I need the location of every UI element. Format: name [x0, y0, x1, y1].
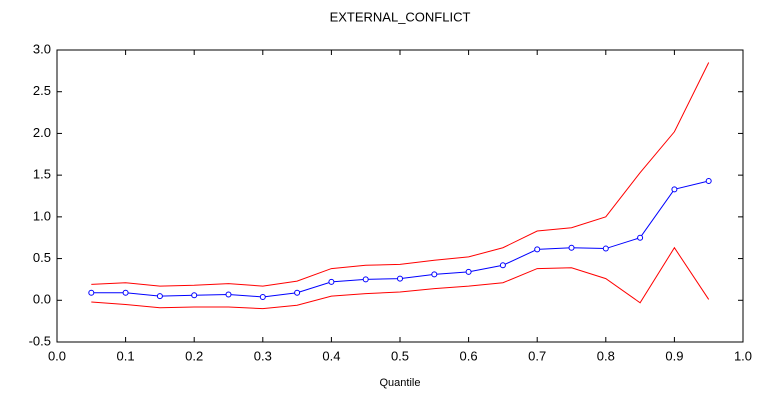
point-marker: [637, 234, 644, 241]
point-marker: [362, 276, 369, 283]
chart-title: EXTERNAL_CONFLICT: [330, 9, 471, 24]
point-marker: [397, 275, 403, 282]
series-line: [91, 62, 710, 287]
x-tick-label: 0.8: [597, 348, 615, 363]
y-tick-label: 0.0: [33, 292, 51, 307]
x-tick-label: 1.0: [734, 348, 752, 363]
point-marker: [465, 268, 472, 275]
x-tick-label: 0.6: [460, 348, 478, 363]
point-marker: [568, 244, 575, 251]
y-tick-label: 1.0: [33, 208, 51, 223]
point-marker: [225, 291, 232, 298]
x-tick-label: 0.2: [185, 348, 203, 363]
x-tick-label: 0.1: [117, 348, 135, 363]
point-marker: [431, 271, 438, 278]
point-marker: [191, 292, 198, 299]
point-marker: [671, 186, 678, 193]
point-marker: [534, 246, 541, 253]
point-marker: [259, 293, 266, 300]
series-line: [91, 246, 710, 310]
point-marker: [294, 289, 301, 296]
y-tick-label: 3.0: [33, 41, 51, 56]
point-marker: [328, 278, 335, 285]
x-tick-label: 0.5: [391, 348, 409, 363]
point-marker: [602, 245, 609, 252]
point-marker: [88, 289, 95, 296]
point-marker: [705, 177, 712, 184]
x-tick-label: 0.0: [48, 348, 66, 363]
x-tick-label: 0.9: [665, 348, 683, 363]
y-tick-label: 0.5: [33, 250, 51, 265]
point-marker: [156, 293, 163, 300]
point-marker: [499, 262, 506, 269]
x-axis-label: Quantile: [380, 377, 421, 389]
y-tick-label: 2.0: [33, 125, 51, 140]
y-tick-label: 1.5: [33, 167, 51, 182]
x-tick-label: 0.4: [322, 348, 340, 363]
point-marker: [122, 289, 129, 296]
x-tick-label: 0.7: [528, 348, 546, 363]
y-tick-label: 2.5: [33, 83, 51, 98]
x-tick-label: 0.3: [254, 348, 272, 363]
y-tick-label: -0.5: [29, 333, 51, 348]
